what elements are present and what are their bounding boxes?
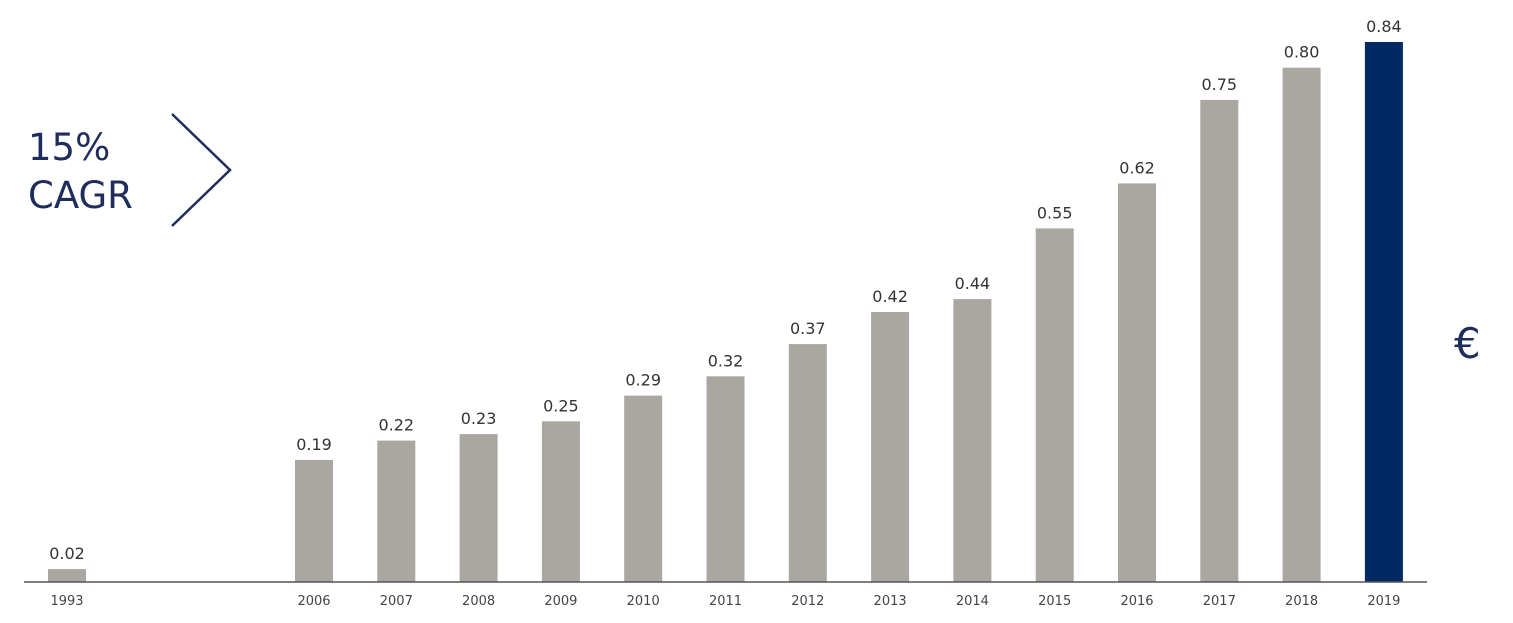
- value-label-2016: 0.62: [1119, 158, 1155, 177]
- value-label-2008: 0.23: [461, 409, 497, 428]
- bar-2017: [1200, 99, 1239, 583]
- bar-2007: [377, 440, 416, 582]
- bar-2019: [1364, 42, 1403, 582]
- x-tick-label-2018: 2018: [1285, 594, 1318, 609]
- x-tick-label-2014: 2014: [956, 594, 989, 609]
- value-label-2017: 0.75: [1201, 75, 1237, 94]
- x-tick-label-2017: 2017: [1203, 594, 1236, 609]
- value-label-2013: 0.42: [872, 287, 908, 306]
- value-label-2009: 0.25: [543, 396, 579, 415]
- value-label-2015: 0.55: [1037, 203, 1073, 222]
- bar-2016: [1118, 183, 1156, 582]
- value-label-2010: 0.29: [625, 371, 661, 390]
- x-tick-label-2009: 2009: [544, 594, 577, 609]
- x-tick-label-2013: 2013: [874, 594, 907, 609]
- x-tick-label-2007: 2007: [380, 594, 413, 609]
- x-tick-label-2011: 2011: [709, 594, 742, 609]
- bar-2011: [706, 376, 745, 582]
- value-label-2014: 0.44: [955, 274, 991, 293]
- bar-2013: [871, 312, 910, 582]
- x-tick-label-2008: 2008: [462, 594, 495, 609]
- value-label-1993: 0.02: [49, 544, 85, 563]
- currency-unit-label: €: [1454, 319, 1481, 368]
- bar-2006: [295, 459, 333, 582]
- cagr-chevron-icon: [171, 113, 232, 227]
- x-tick-label-2006: 2006: [297, 594, 330, 609]
- x-tick-label-2012: 2012: [791, 594, 824, 609]
- bar-2009: [541, 421, 580, 582]
- x-tick-label-2010: 2010: [627, 594, 660, 609]
- bar-2008: [459, 434, 498, 582]
- value-label-2006: 0.19: [296, 435, 332, 454]
- cagr-text-label: CAGR: [28, 174, 133, 217]
- bar-2012: [788, 344, 827, 582]
- value-label-2018: 0.80: [1284, 43, 1320, 62]
- bar-2014: [953, 299, 992, 582]
- bar-2010: [624, 395, 663, 582]
- bar-2015: [1035, 228, 1074, 582]
- x-tick-label-2015: 2015: [1038, 594, 1071, 609]
- value-label-2019: 0.84: [1366, 17, 1402, 36]
- value-label-2012: 0.37: [790, 319, 826, 338]
- x-tick-label-1993: 1993: [50, 594, 83, 609]
- bars-layer: 0.02 1993 0.19 2006 0.22 2007 0.23 2008 0.25 2009…: [48, 17, 1403, 609]
- x-tick-label-2019: 2019: [1367, 594, 1400, 609]
- bar-1993: [48, 569, 86, 582]
- bar-2018: [1282, 67, 1321, 582]
- value-label-2007: 0.22: [378, 416, 414, 435]
- cagr-percent-label: 15%: [28, 126, 110, 169]
- x-tick-label-2016: 2016: [1120, 594, 1153, 609]
- value-label-2011: 0.32: [708, 351, 744, 370]
